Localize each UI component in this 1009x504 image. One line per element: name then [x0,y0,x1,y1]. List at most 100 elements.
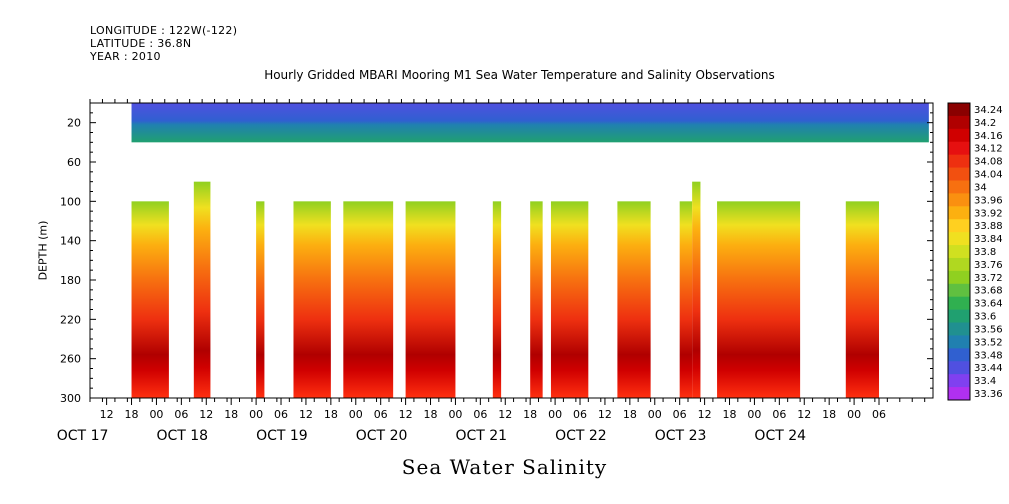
colorbar-label: 34 [974,182,987,193]
latitude-label: LATITUDE : 36.8N [90,37,192,50]
x-hour-label: 12 [299,408,313,421]
salinity-segment-2 [256,201,265,398]
x-hour-label: 18 [125,408,139,421]
salinity-segment-3 [293,201,331,398]
colorbar-swatch [948,154,970,169]
colorbar-swatch [948,348,970,362]
colorbar-swatch [948,387,970,401]
salinity-segment-5 [405,201,456,398]
plot-area [131,103,929,398]
salinity-segment-11 [692,181,701,398]
salinity-segment-6 [492,201,502,398]
colorbar-swatch [948,232,970,246]
colorbar-label: 34.12 [974,144,1003,155]
colorbar-swatch [948,309,970,324]
colorbar-label: 33.56 [974,324,1003,335]
colorbar-swatch [948,374,970,388]
colorbar-label: 33.4 [974,376,996,387]
y-tick-label: 260 [60,353,81,366]
x-hour-label: 00 [847,408,861,421]
x-hour-label: 06 [872,408,886,421]
colorbar-swatch [948,193,970,207]
x-hour-label: 18 [523,408,537,421]
salinity-segment-0 [131,201,169,398]
y-tick-label: 140 [60,235,81,248]
x-hour-label: 00 [349,408,363,421]
colorbar-label: 33.8 [974,247,996,258]
x-hour-label: 00 [747,408,761,421]
colorbar-swatch [948,206,970,220]
x-day-label: OCT 22 [555,428,607,444]
colorbar-swatch [948,270,970,285]
colorbar-label: 33.44 [974,363,1003,374]
x-hour-label: 18 [424,408,438,421]
colorbar-swatch [948,115,970,130]
x-hour-label: 06 [573,408,587,421]
colorbar-label: 34.24 [974,105,1003,116]
x-hour-label: 00 [448,408,462,421]
y-tick-label: 60 [67,156,81,169]
x-hour-label: 06 [174,408,188,421]
x-hour-label: 06 [274,408,288,421]
salinity-segment-1 [193,181,211,398]
colorbar-swatch [948,335,970,349]
colorbar-swatch [948,245,970,259]
colorbar-swatch [948,128,970,143]
longitude-label: LONGITUDE : 122W(-122) [90,24,238,37]
colorbar-swatch [948,180,970,194]
salinity-segment-10 [679,201,693,398]
x-hour-label: 12 [797,408,811,421]
x-day-label: OCT 24 [754,428,806,444]
colorbar-label: 33.36 [974,389,1003,400]
x-hour-label: 18 [723,408,737,421]
colorbar-label: 33.52 [974,337,1003,348]
colorbar-swatch [948,141,970,156]
x-hour-label: 12 [698,408,712,421]
x-day-label: OCT 17 [57,428,109,444]
colorbar-swatch [948,257,970,272]
colorbar-label: 33.88 [974,221,1003,232]
x-hour-label: 00 [149,408,163,421]
x-hour-label: 12 [399,408,413,421]
x-hour-label: 12 [598,408,612,421]
x-hour-label: 12 [498,408,512,421]
plot-frame [89,102,934,399]
colorbar-label: 34.2 [974,118,996,129]
colorbar-label: 34.08 [974,157,1003,168]
colorbar-swatch [948,296,970,311]
y-tick-label: 180 [60,274,81,287]
x-hour-label: 12 [100,408,114,421]
colorbar-swatch [948,103,970,117]
x-hour-label: 12 [199,408,213,421]
chart-title: Hourly Gridded MBARI Mooring M1 Sea Wate… [264,68,775,82]
x-day-label: OCT 18 [156,428,208,444]
x-hour-label: 00 [648,408,662,421]
colorbar-label: 33.92 [974,208,1003,219]
colorbar-swatch [948,167,970,181]
colorbar-label: 33.76 [974,260,1003,271]
x-day-label: OCT 19 [256,428,308,444]
y-tick-label: 300 [60,392,81,405]
salinity-segment-8 [550,201,589,398]
salinity-segment-12 [717,201,801,398]
colorbar-frame [947,102,971,401]
y-tick-label: 220 [60,313,81,326]
salinity-segment-13 [845,201,880,398]
colorbar-label: 34.16 [974,131,1003,142]
colorbar-label: 33.48 [974,350,1003,361]
surface-salinity-layer [131,103,929,143]
year-label: YEAR : 2010 [90,50,161,63]
axes: 12 18 00 06 12 18 00 06 12 18 00 06 12 18 00 06 12 18 00 06… [57,99,934,444]
x-hour-label: 18 [822,408,836,421]
x-hour-label: 18 [623,408,637,421]
salinity-segment-4 [343,201,394,398]
x-hour-label: 06 [673,408,687,421]
salinity-segment-9 [617,201,651,398]
x-day-label: OCT 23 [655,428,707,444]
x-hour-label: 18 [324,408,338,421]
colorbar-swatch [948,283,970,298]
x-hour-label: 00 [548,408,562,421]
colorbar-swatch [948,322,970,336]
colorbar-label: 33.68 [974,286,1003,297]
